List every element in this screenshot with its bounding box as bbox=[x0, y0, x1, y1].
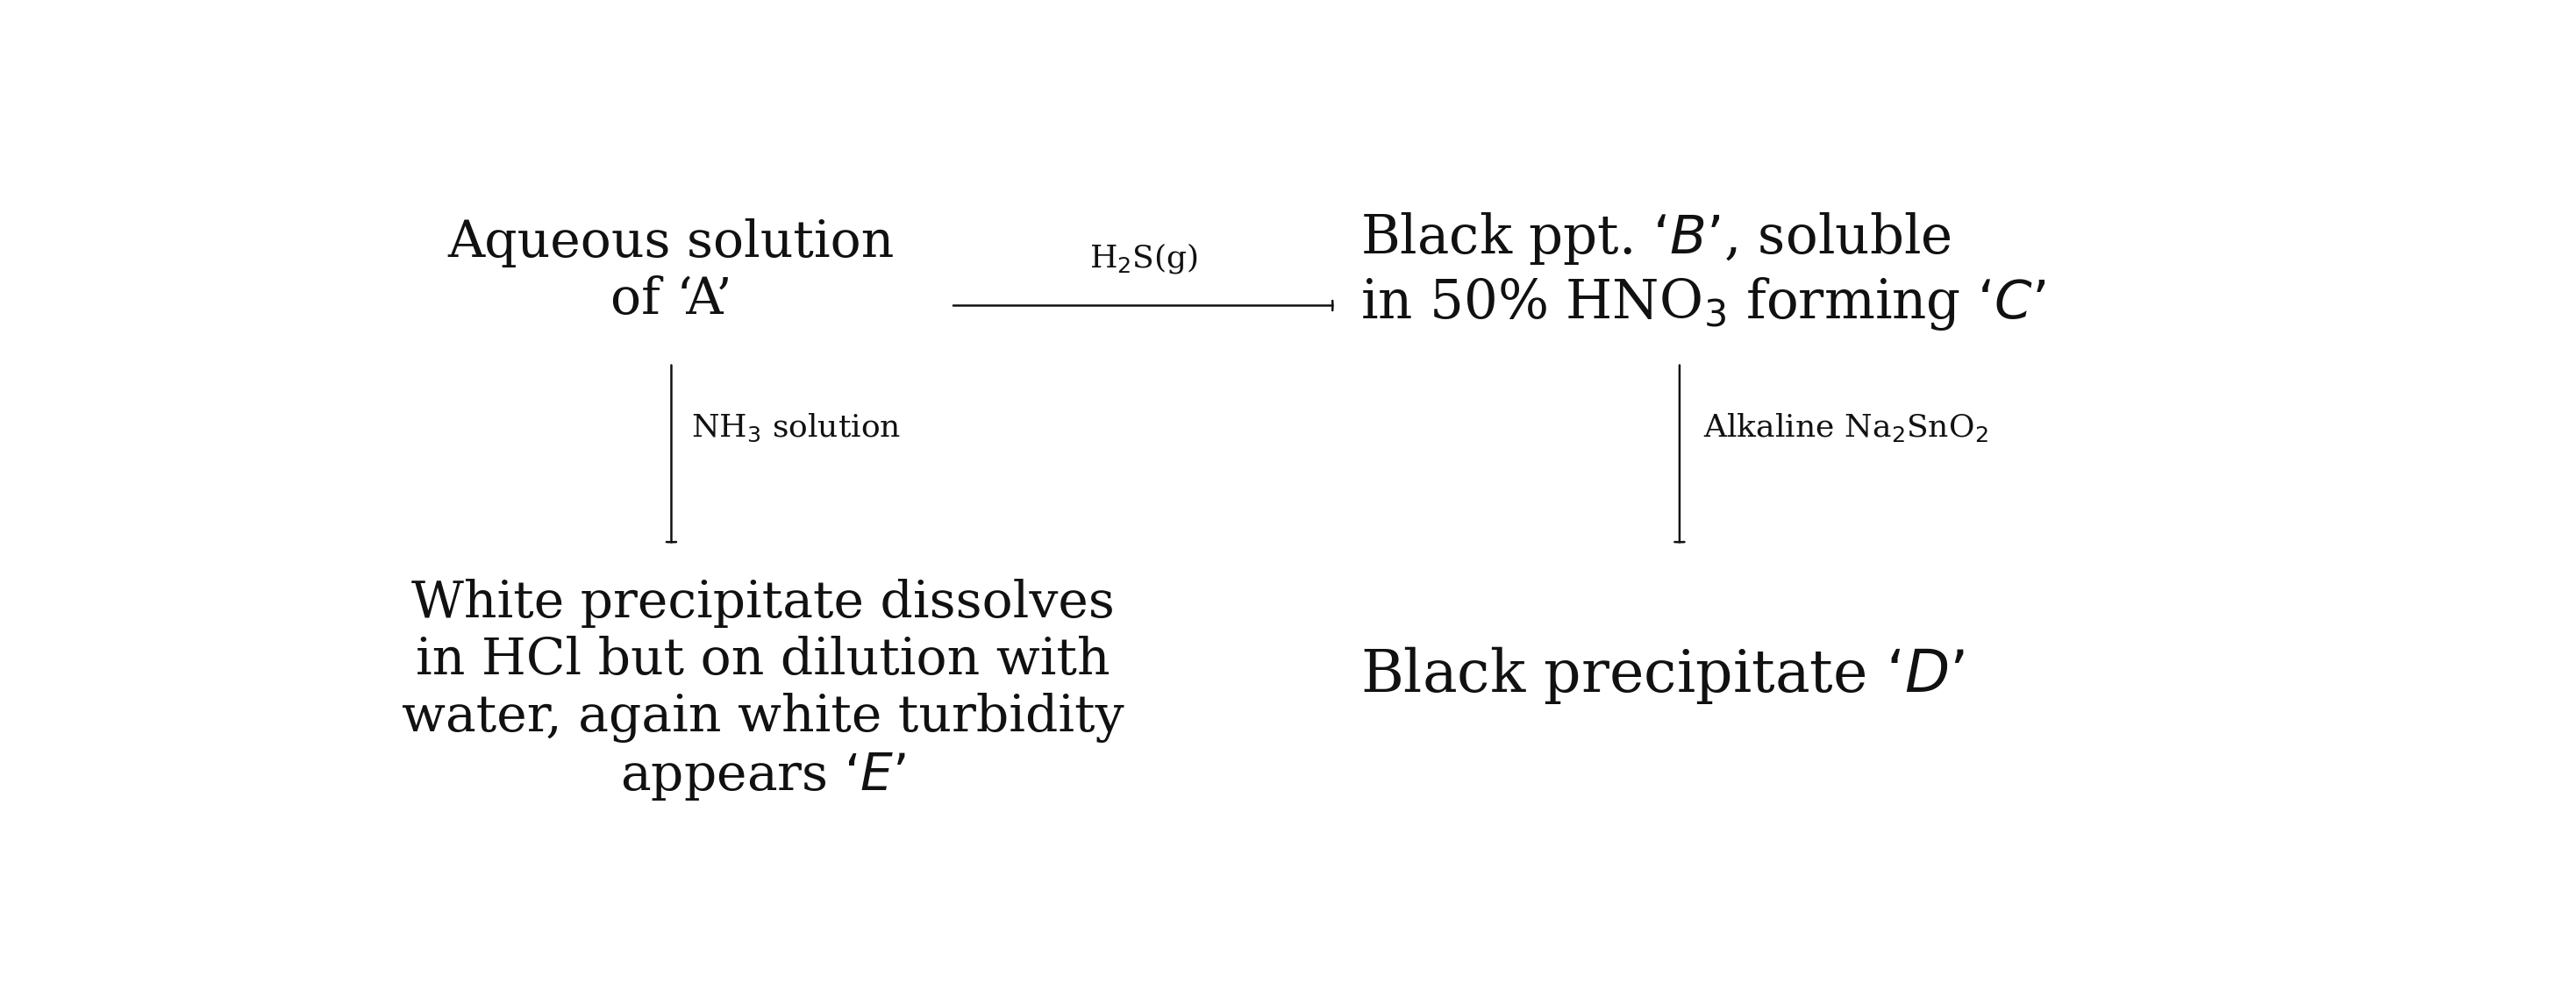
Text: H$_2$S(g): H$_2$S(g) bbox=[1090, 241, 1198, 275]
Text: Black precipitate ‘$\mathit{D}$’: Black precipitate ‘$\mathit{D}$’ bbox=[1360, 644, 1965, 706]
Text: White precipitate dissolves
in HCl but on dilution with
water, again white turbi: White precipitate dissolves in HCl but o… bbox=[402, 579, 1123, 802]
Text: Aqueous solution
of ‘A’: Aqueous solution of ‘A’ bbox=[448, 219, 894, 324]
Text: Alkaline Na$_2$SnO$_2$: Alkaline Na$_2$SnO$_2$ bbox=[1703, 411, 1989, 444]
Text: NH$_3$ solution: NH$_3$ solution bbox=[690, 412, 902, 444]
Text: Black ppt. ‘$\mathit{B}$’, soluble
in 50% HNO$_3$ forming ‘$\mathit{C}$’: Black ppt. ‘$\mathit{B}$’, soluble in 50… bbox=[1360, 211, 2045, 332]
